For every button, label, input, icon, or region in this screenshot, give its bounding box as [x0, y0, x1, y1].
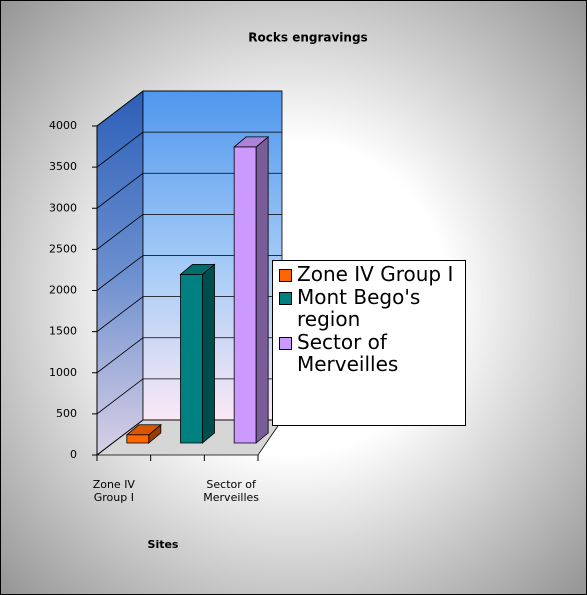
bar-front	[233, 146, 257, 444]
legend-entry: Mont Bego's region	[277, 286, 461, 330]
grid-line	[96, 90, 282, 127]
y-tick-label: 4000	[49, 119, 77, 132]
y-tick-label: 3000	[49, 201, 77, 214]
y-tick-label: 3500	[49, 160, 77, 173]
chart-title: Rocks engravings	[248, 31, 367, 45]
legend-label: Mont Bego's region	[297, 285, 421, 331]
legend-entry: Sector of Merveilles	[277, 331, 461, 375]
bar-front	[126, 434, 150, 444]
y-tick-label: 1500	[49, 325, 77, 338]
x-axis-title: Sites	[148, 538, 179, 551]
bar-side	[202, 263, 215, 444]
bar-side	[255, 136, 269, 444]
x-tick-label: Sector of Merveilles	[203, 478, 260, 504]
legend-swatch	[279, 269, 292, 282]
bar	[233, 136, 270, 444]
bar	[125, 423, 162, 444]
y-tick-label: 2500	[49, 242, 77, 255]
bar	[179, 263, 216, 444]
bar-top	[179, 263, 216, 275]
legend: Zone IV Group I Mont Bego's region Sector …	[272, 260, 466, 426]
legend-label: Sector of Merveilles	[297, 330, 399, 376]
legend-label: Zone IV Group I	[297, 262, 454, 286]
bar-front	[180, 273, 203, 444]
legend-entry: Zone IV Group I	[277, 263, 461, 285]
legend-swatch	[279, 292, 292, 305]
y-tick-label: 1000	[49, 366, 77, 379]
legend-swatch	[279, 337, 292, 350]
y-tick-label: 500	[56, 407, 77, 420]
y-tick-label: 0	[70, 448, 77, 461]
x-tick-label: Zone IV Group I	[92, 478, 135, 504]
grid-line	[96, 131, 282, 168]
y-tick-label: 2000	[49, 284, 77, 297]
bar-top	[233, 136, 270, 148]
bar-top	[125, 424, 162, 436]
